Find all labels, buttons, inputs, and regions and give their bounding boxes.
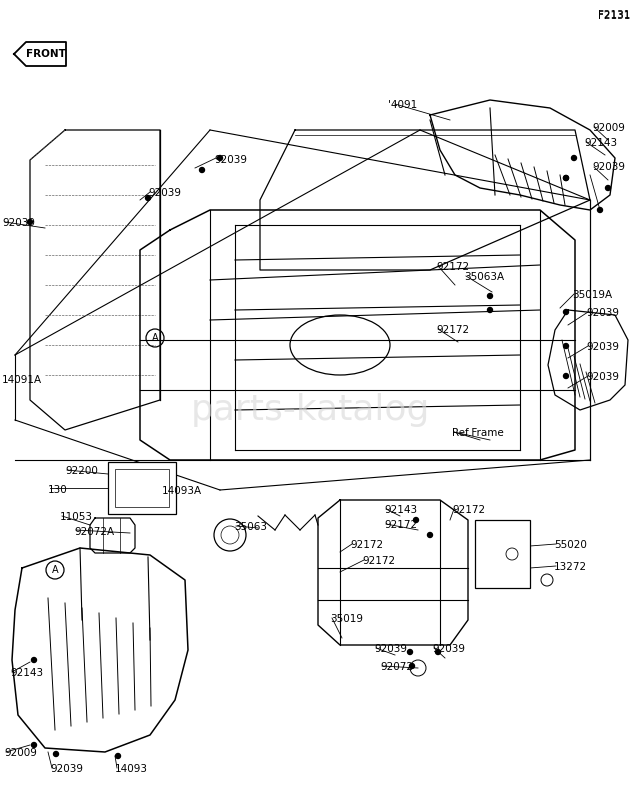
Circle shape: [410, 663, 415, 669]
Text: 92172: 92172: [452, 505, 485, 515]
Circle shape: [413, 518, 419, 522]
Circle shape: [487, 307, 492, 313]
Text: 92172: 92172: [436, 262, 469, 272]
Polygon shape: [260, 130, 590, 270]
Text: 92039: 92039: [2, 218, 35, 228]
Text: F2131: F2131: [598, 11, 630, 21]
Text: 92172: 92172: [436, 325, 469, 335]
Circle shape: [571, 155, 577, 161]
Circle shape: [31, 658, 37, 662]
Circle shape: [218, 155, 223, 161]
Text: 11053: 11053: [60, 512, 93, 522]
Circle shape: [200, 167, 205, 173]
Text: 35019: 35019: [330, 614, 363, 624]
Circle shape: [116, 754, 121, 758]
Text: 14091A: 14091A: [2, 375, 42, 385]
Text: 14093A: 14093A: [162, 486, 202, 496]
Text: 92172: 92172: [384, 520, 417, 530]
Polygon shape: [30, 130, 160, 430]
Text: 92072A: 92072A: [74, 527, 114, 537]
Text: 92039: 92039: [374, 644, 407, 654]
Text: 92039: 92039: [50, 764, 83, 774]
Polygon shape: [318, 500, 468, 645]
Text: 92039: 92039: [586, 372, 619, 382]
Text: 92172: 92172: [350, 540, 383, 550]
Bar: [115, 469, 169, 507]
Polygon shape: [140, 210, 575, 460]
Text: 92143: 92143: [10, 668, 43, 678]
Text: 92072: 92072: [380, 662, 413, 672]
Bar: [108, 462, 176, 514]
Text: 14093: 14093: [115, 764, 148, 774]
Circle shape: [146, 195, 150, 201]
Text: A: A: [52, 565, 58, 575]
Circle shape: [53, 751, 58, 757]
Circle shape: [354, 371, 382, 399]
Text: 92039: 92039: [148, 188, 181, 198]
Text: 92039: 92039: [432, 644, 465, 654]
Circle shape: [435, 650, 440, 654]
Circle shape: [598, 207, 602, 213]
Circle shape: [31, 742, 37, 747]
Text: 92009: 92009: [592, 123, 625, 133]
Text: F2131: F2131: [598, 10, 630, 20]
Polygon shape: [12, 548, 188, 752]
Text: parts-katalog: parts-katalog: [190, 393, 429, 427]
Circle shape: [408, 650, 413, 654]
Text: 92143: 92143: [584, 138, 617, 148]
Polygon shape: [90, 518, 135, 553]
Circle shape: [564, 175, 569, 181]
Text: Ref.Frame: Ref.Frame: [452, 428, 504, 438]
Text: 92039: 92039: [592, 162, 625, 172]
Text: A: A: [152, 333, 159, 343]
Polygon shape: [14, 42, 66, 66]
Text: 92039: 92039: [214, 155, 247, 165]
Circle shape: [487, 294, 492, 298]
Circle shape: [564, 175, 569, 181]
Text: 92143: 92143: [384, 505, 417, 515]
Text: 92039: 92039: [586, 308, 619, 318]
Text: 92172: 92172: [362, 556, 395, 566]
Text: 130: 130: [48, 485, 68, 495]
Polygon shape: [430, 100, 615, 210]
Text: 55020: 55020: [554, 540, 587, 550]
Text: 92009: 92009: [4, 748, 37, 758]
Circle shape: [428, 533, 433, 538]
Text: '4091: '4091: [388, 100, 417, 110]
Circle shape: [346, 363, 390, 407]
Circle shape: [564, 374, 569, 378]
Text: 35019A: 35019A: [572, 290, 612, 300]
Bar: [475, 520, 530, 588]
Circle shape: [28, 219, 33, 225]
Text: 35063A: 35063A: [464, 272, 504, 282]
Text: 35063: 35063: [234, 522, 267, 532]
Text: 13272: 13272: [554, 562, 587, 572]
Circle shape: [564, 310, 569, 314]
Circle shape: [564, 343, 569, 349]
Text: 92039: 92039: [586, 342, 619, 352]
Circle shape: [605, 186, 611, 190]
Text: FRONT: FRONT: [26, 49, 66, 59]
Polygon shape: [548, 310, 628, 410]
Text: 92200: 92200: [65, 466, 98, 476]
